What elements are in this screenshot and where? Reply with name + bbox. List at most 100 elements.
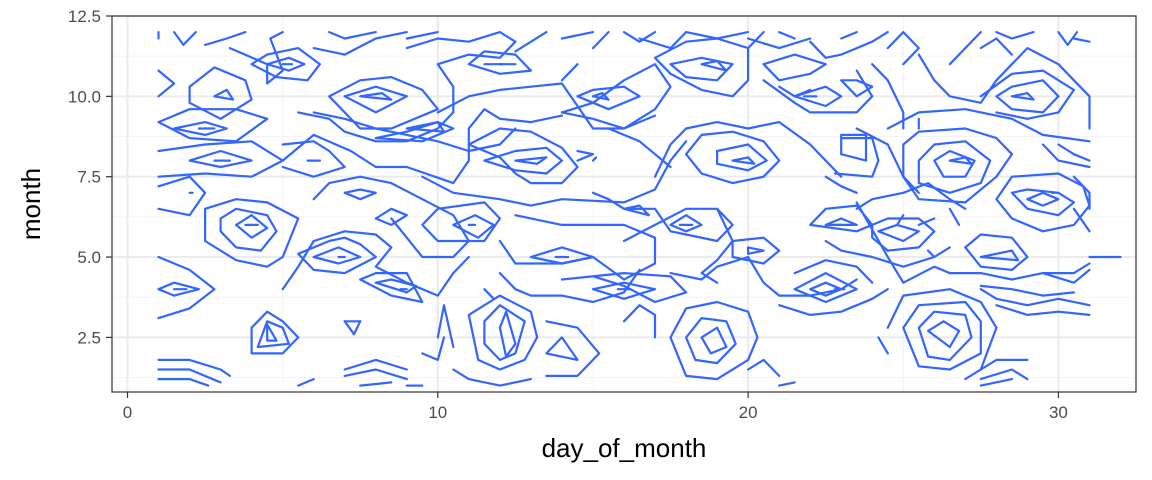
contour-line <box>281 230 470 297</box>
contour-line <box>669 56 734 82</box>
contour-line <box>297 378 315 387</box>
contour-line <box>312 246 362 265</box>
contour-line <box>421 201 501 243</box>
contour-line <box>188 66 253 120</box>
contour-line <box>359 381 393 387</box>
contour-line <box>343 188 377 201</box>
contour-line <box>343 368 408 381</box>
contour-line <box>948 207 961 226</box>
contour-line <box>855 127 920 194</box>
contour-line <box>669 300 759 381</box>
contour-line <box>700 326 728 355</box>
contour-line <box>514 30 548 53</box>
contour-line <box>173 120 228 136</box>
contour-line <box>653 120 843 178</box>
contour-line <box>591 91 610 101</box>
contour-line <box>157 108 269 143</box>
contour-line <box>250 310 300 355</box>
contour-line <box>576 85 641 111</box>
contour-line <box>545 336 579 361</box>
contour-line <box>917 217 936 226</box>
contour-line <box>560 63 579 82</box>
contour-line <box>638 30 688 50</box>
y-axis-title: month <box>16 168 46 240</box>
contour-line <box>405 30 439 40</box>
contour-line <box>840 79 874 98</box>
contour-line <box>684 317 737 365</box>
contour-line <box>902 127 1014 204</box>
contour-line <box>405 30 501 50</box>
contour-line <box>886 30 920 66</box>
contour-line <box>467 294 539 371</box>
contour-line <box>995 172 1091 233</box>
contour-line <box>467 50 533 75</box>
contour-line <box>995 30 1035 40</box>
contour-line <box>917 310 973 361</box>
contour-line <box>498 310 517 358</box>
contour-line <box>374 207 408 226</box>
contour-line <box>684 130 781 185</box>
y-tick-label: 10.0 <box>68 87 101 106</box>
y-axis-ticks: 2.5 5.0 7.5 10.0 12.5 <box>68 7 112 347</box>
contour-line <box>715 143 768 172</box>
contour-line <box>871 217 936 252</box>
contour-line <box>948 30 982 66</box>
contour-line <box>219 207 278 252</box>
y-tick-label: 2.5 <box>77 328 101 347</box>
contour-line <box>746 37 812 50</box>
contour-line <box>948 156 973 165</box>
contour-line <box>591 281 657 300</box>
contour-line <box>1057 143 1091 162</box>
y-tick-label: 7.5 <box>77 168 101 187</box>
contour-line <box>452 214 495 239</box>
contour-line <box>436 82 657 130</box>
contour-line <box>622 204 650 217</box>
x-tick-label: 20 <box>739 403 758 422</box>
contour-line <box>1072 207 1091 233</box>
contour-line <box>979 368 1029 381</box>
contour-line <box>157 281 200 297</box>
contour-line <box>926 320 961 349</box>
contour-line <box>778 381 796 387</box>
contour-line <box>421 140 688 207</box>
contour-line <box>204 30 247 47</box>
contour-line <box>809 30 889 59</box>
contour-line <box>1072 175 1091 210</box>
contour-line <box>312 30 408 56</box>
contour-line <box>266 323 278 342</box>
contour-line <box>669 214 703 233</box>
contour-line <box>312 175 470 259</box>
contour-lines <box>157 30 1122 387</box>
panel-border <box>111 15 1137 393</box>
contour-line <box>877 336 889 355</box>
contour-line <box>622 207 734 284</box>
contour-line <box>840 133 868 162</box>
contour-line <box>995 304 1091 316</box>
contour-line <box>1072 37 1091 43</box>
contour-line <box>793 259 874 284</box>
contour-line <box>824 239 951 268</box>
contour-line <box>157 69 176 98</box>
x-axis-ticks: 0 10 20 30 <box>123 392 1068 422</box>
contour-line <box>746 358 781 377</box>
contour-line <box>157 255 216 320</box>
contour-line <box>731 156 756 165</box>
contour-line <box>1041 262 1091 275</box>
contour-line <box>173 30 197 47</box>
contour-line <box>700 59 728 72</box>
contour-line <box>498 214 657 281</box>
contour-line <box>157 368 222 384</box>
contour-line <box>1010 188 1076 217</box>
contour-line <box>833 137 880 178</box>
contour-line <box>529 246 595 265</box>
contour-line <box>778 288 889 316</box>
contour-line <box>979 69 1076 120</box>
contour-line <box>328 30 377 40</box>
contour-line <box>545 320 601 377</box>
contour-line <box>855 201 951 284</box>
contour-line <box>483 146 564 175</box>
x-tick-label: 0 <box>123 403 132 422</box>
contour-line <box>405 120 446 133</box>
contour-line <box>591 30 610 50</box>
